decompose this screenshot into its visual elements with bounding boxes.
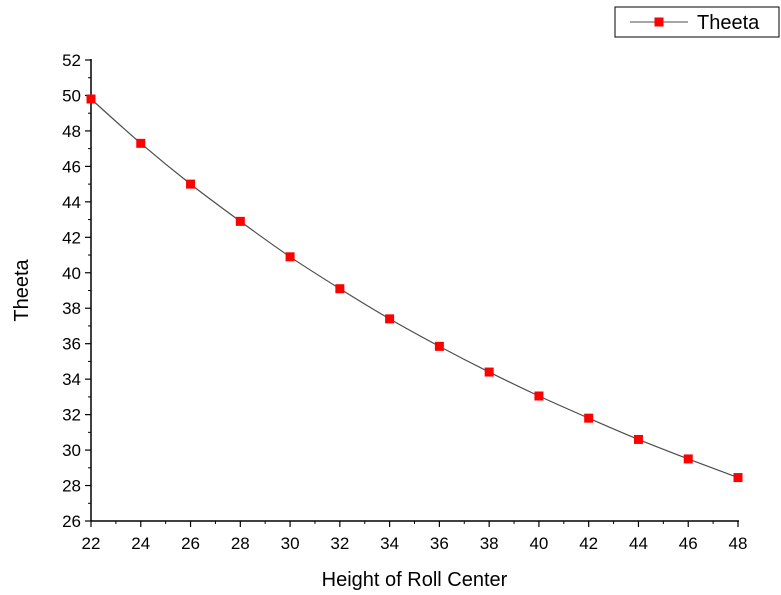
series-line-theeta [90,98,739,479]
y-tick-label: 30 [62,441,81,460]
legend: Theeta [614,6,780,38]
y-tick-label: 26 [62,512,81,531]
x-tick-label: 22 [82,534,101,553]
x-tick-label: 42 [579,534,598,553]
data-point-marker [584,413,594,423]
data-point-marker [484,367,494,377]
y-tick-label: 42 [62,228,81,247]
y-tick-label: 48 [62,122,81,141]
y-tick-label: 36 [62,335,81,354]
data-point-marker [683,454,693,464]
data-point-marker [235,216,245,226]
x-tick-label: 36 [430,534,449,553]
data-point-marker [86,94,96,104]
x-tick-label: 38 [480,534,499,553]
x-tick-label: 46 [679,534,698,553]
x-tick-label: 48 [729,534,748,553]
y-tick-label: 44 [62,193,81,212]
y-tick-label: 38 [62,299,81,318]
x-tick-label: 30 [281,534,300,553]
x-tick-label: 24 [131,534,150,553]
data-point-marker [385,314,395,324]
legend-marker-sample [654,17,664,27]
data-point-marker [434,341,444,351]
y-tick-label: 46 [62,157,81,176]
data-point-marker [633,434,643,444]
y-tick-label: 40 [62,264,81,283]
data-point-marker [136,138,146,148]
legend-label: Theeta [697,12,760,34]
y-tick-label: 52 [62,51,81,70]
x-tick-label: 26 [181,534,200,553]
y-axis-title: Theeta [11,258,33,321]
y-tick-label: 50 [62,86,81,105]
x-tick-label: 44 [629,534,648,553]
y-tick-label: 34 [62,370,81,389]
data-point-marker [186,179,196,189]
axes: 26 28 30 32 34 36 38 40 42 44 46 48 50 52 22 24 26 28 30 3… [62,51,747,553]
y-tick-label: 28 [62,477,81,496]
data-point-marker [733,473,743,483]
data-point-marker [534,391,544,401]
x-tick-label: 32 [330,534,349,553]
x-axis-title: Height of Roll Center [322,569,508,591]
x-tick-label: 40 [529,534,548,553]
y-tick-label: 32 [62,406,81,425]
series-group [86,94,743,483]
x-tick-label: 34 [380,534,399,553]
data-point-marker [285,252,295,262]
y-ticks: 26 28 30 32 34 36 38 40 42 44 46 48 50 52 [62,51,91,531]
x-tick-label: 28 [231,534,250,553]
data-point-marker [335,284,345,294]
x-ticks: 22 24 26 28 30 32 34 36 38 40 42 44 46 48 [82,521,748,553]
